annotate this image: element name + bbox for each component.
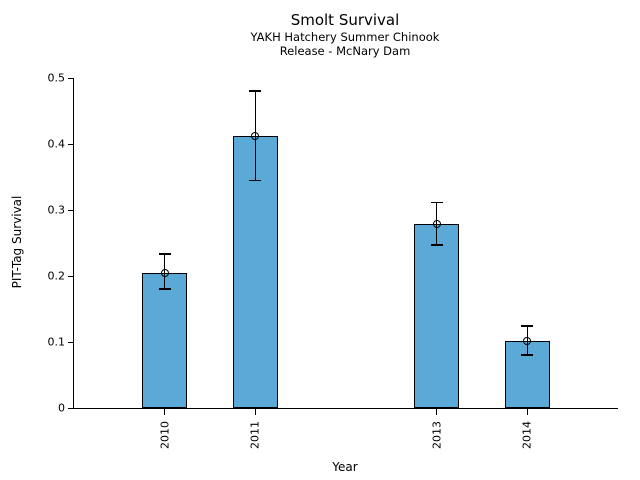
data-point-marker — [160, 268, 169, 277]
x-tick-label: 2010 — [158, 421, 172, 449]
y-tick — [68, 77, 74, 79]
error-bar-cap-bottom — [249, 179, 262, 182]
plot-area: 0 0.1 0.2 0.3 0.4 0.5 2010 2011 2013 2014 — [48, 72, 618, 449]
error-bar-cap-bottom — [158, 288, 171, 290]
x-tick — [254, 409, 256, 415]
y-tick-label: 0.5 — [47, 71, 66, 85]
y-tick-label: 0.4 — [47, 137, 66, 151]
y-tick-label: 0.3 — [47, 203, 66, 217]
y-tick — [68, 143, 74, 145]
y-tick — [68, 407, 74, 409]
y-tick-label: 0 — [58, 401, 65, 415]
chart-subtitle-line1: YAKH Hatchery Summer Chinook — [250, 30, 440, 44]
error-bar-cap-bottom — [430, 244, 443, 246]
y-axis-label: PIT-Tag Survival — [10, 195, 24, 289]
error-bar-cap-top — [249, 90, 262, 92]
error-bar-cap-top — [430, 201, 443, 204]
bar — [232, 136, 278, 408]
x-tick-label: 2014 — [520, 421, 534, 449]
x-tick — [436, 409, 438, 415]
x-tick-label: 2013 — [430, 421, 444, 449]
error-bar-cap-top — [158, 253, 171, 255]
y-tick — [68, 275, 74, 277]
x-tick — [526, 409, 528, 415]
error-bar-cap-bottom — [521, 354, 534, 356]
data-point-marker — [523, 336, 532, 345]
chart-subtitle-line2: Release - McNary Dam — [279, 44, 411, 58]
chart-title: Smolt Survival — [290, 11, 400, 29]
data-point-marker — [251, 132, 260, 141]
y-tick-label: 0.1 — [47, 335, 66, 349]
y-tick-label: 0.2 — [47, 269, 66, 283]
x-tick — [164, 409, 166, 415]
x-tick-label: 2011 — [248, 421, 262, 449]
y-tick — [68, 209, 74, 211]
chart-header: Smolt Survival YAKH Hatchery Summer Chin… — [73, 11, 617, 58]
data-point-marker — [432, 219, 441, 228]
bar — [142, 272, 188, 408]
x-axis-label: Year — [332, 460, 358, 474]
error-bar-cap-top — [521, 325, 534, 327]
bar — [414, 223, 460, 408]
y-tick — [68, 341, 74, 343]
